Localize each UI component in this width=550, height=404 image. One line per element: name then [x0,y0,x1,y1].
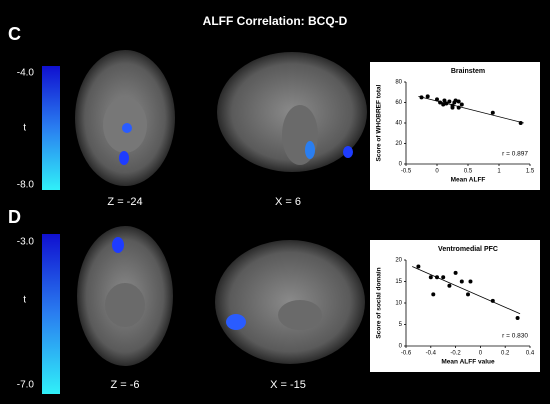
data-point [456,105,461,110]
y-tick-label: 40 [395,121,402,127]
colorbar-label: t [23,123,26,134]
data-point [459,279,464,284]
data-point [515,316,520,321]
sagittal-slice [217,52,367,172]
x-axis-label: Mean ALFF value [441,359,495,366]
data-point [425,94,430,99]
data-point [441,102,446,107]
trend-line [412,266,521,315]
data-point [435,97,439,102]
data-point [453,270,458,275]
data-point [490,110,495,115]
slice-label: Z = -6 [110,379,139,391]
chart-panel [370,240,540,372]
colorbar-label: -8.0 [17,180,35,191]
colorbar-label: -7.0 [17,380,35,391]
chart-panel [370,62,540,190]
y-tick-label: 80 [395,80,402,86]
data-point [453,98,458,103]
colorbar-label: -4.0 [17,68,35,79]
annotation: r = 0.897 [502,151,528,158]
data-point [447,283,452,288]
x-tick-label: 0.2 [501,351,510,357]
x-tick-label: 0 [435,169,439,175]
data-point [466,292,470,297]
y-tick-label: 10 [395,301,402,307]
figure-title: ALFF Correlation: BCQ-D [203,14,348,28]
y-tick-label: 15 [395,279,402,285]
data-point [431,292,436,297]
x-tick-label: -0.2 [450,351,461,357]
y-tick-label: 20 [395,141,402,147]
y-tick-label: 5 [399,322,403,328]
y-tick-label: 20 [395,258,402,264]
data-point [442,98,447,103]
y-tick-label: 60 [395,100,402,106]
data-point [419,95,424,100]
axial-slice [77,226,173,366]
x-tick-label: 1 [497,169,501,175]
slice-label: Z = -24 [107,196,142,208]
slice-label: X = -15 [270,379,306,391]
y-axis-label: Score of WHOBREF total [376,84,383,161]
x-tick-label: 0.4 [526,351,535,357]
data-point [435,275,439,280]
data-point [468,279,473,284]
colorbar [42,66,60,190]
panel-label: C [8,24,21,44]
data-point [428,275,433,280]
slice-label: X = 6 [275,196,301,208]
colorbar [42,234,60,394]
data-point [456,99,461,104]
y-tick-label: 0 [399,344,403,350]
colorbar-label: t [23,295,26,306]
x-tick-label: 0.5 [464,169,473,175]
data-point [438,100,443,105]
data-point [490,298,495,303]
chart-title: Brainstem [451,68,485,75]
data-point [447,99,452,104]
data-point [518,121,523,125]
panel-label: D [8,207,21,227]
x-tick-label: -0.4 [426,351,437,357]
data-point [444,101,449,106]
y-axis-label: Score of social domain [376,267,383,338]
data-point [441,275,446,280]
x-tick-label: -0.6 [401,351,412,357]
chart-title: Ventromedial PFC [438,246,498,253]
x-tick-label: 1.5 [526,169,535,175]
x-axis-label: Mean ALFF [451,177,486,184]
data-point [459,102,464,107]
x-tick-label: 0 [479,351,483,357]
x-tick-label: -0.5 [401,169,412,175]
annotation: r = 0.830 [502,333,528,340]
data-point [450,105,455,110]
sagittal-slice [215,240,365,364]
axial-slice [75,50,175,186]
colorbar-label: -3.0 [17,237,35,248]
y-tick-label: 0 [399,162,403,168]
data-point [416,264,421,269]
